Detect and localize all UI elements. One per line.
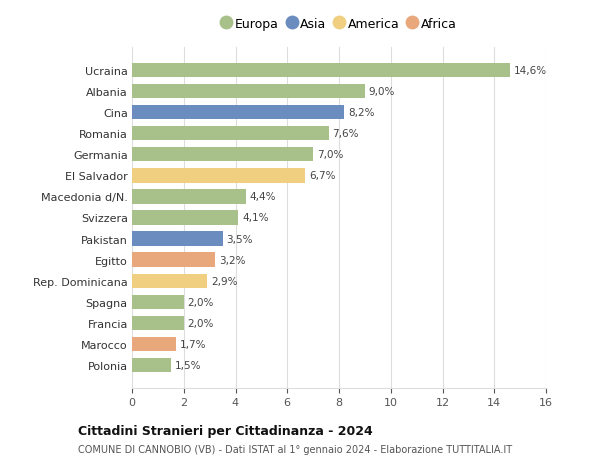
Text: 3,5%: 3,5% (226, 234, 253, 244)
Bar (132, 106, 344, 120)
Bar (132, 169, 305, 183)
Text: 2,0%: 2,0% (188, 297, 214, 307)
Text: 4,1%: 4,1% (242, 213, 268, 223)
Text: Cittadini Stranieri per Cittadinanza - 2024: Cittadini Stranieri per Cittadinanza - 2… (78, 425, 373, 437)
Text: 2,9%: 2,9% (211, 276, 238, 286)
Bar (132, 190, 246, 204)
Text: 4,4%: 4,4% (250, 192, 276, 202)
Bar (132, 64, 510, 78)
Text: 3,2%: 3,2% (218, 255, 245, 265)
Bar (132, 295, 184, 309)
Bar (132, 148, 313, 162)
Text: 1,7%: 1,7% (180, 339, 206, 349)
Bar (132, 274, 207, 288)
Text: 1,5%: 1,5% (175, 360, 201, 370)
Bar (132, 84, 365, 99)
Bar (132, 253, 215, 267)
Bar (132, 337, 176, 352)
Bar (132, 358, 171, 372)
Bar (132, 211, 238, 225)
Text: 9,0%: 9,0% (369, 87, 395, 97)
Text: COMUNE DI CANNOBIO (VB) - Dati ISTAT al 1° gennaio 2024 - Elaborazione TUTTITALI: COMUNE DI CANNOBIO (VB) - Dati ISTAT al … (78, 444, 512, 454)
Bar (132, 232, 223, 246)
Legend: Europa, Asia, America, Africa: Europa, Asia, America, Africa (219, 15, 459, 34)
Text: 6,7%: 6,7% (309, 171, 336, 181)
Text: 2,0%: 2,0% (188, 318, 214, 328)
Bar (132, 316, 184, 330)
Text: 7,0%: 7,0% (317, 150, 343, 160)
Text: 14,6%: 14,6% (514, 66, 547, 76)
Bar (132, 127, 329, 141)
Text: 7,6%: 7,6% (332, 129, 359, 139)
Text: 8,2%: 8,2% (348, 108, 374, 118)
